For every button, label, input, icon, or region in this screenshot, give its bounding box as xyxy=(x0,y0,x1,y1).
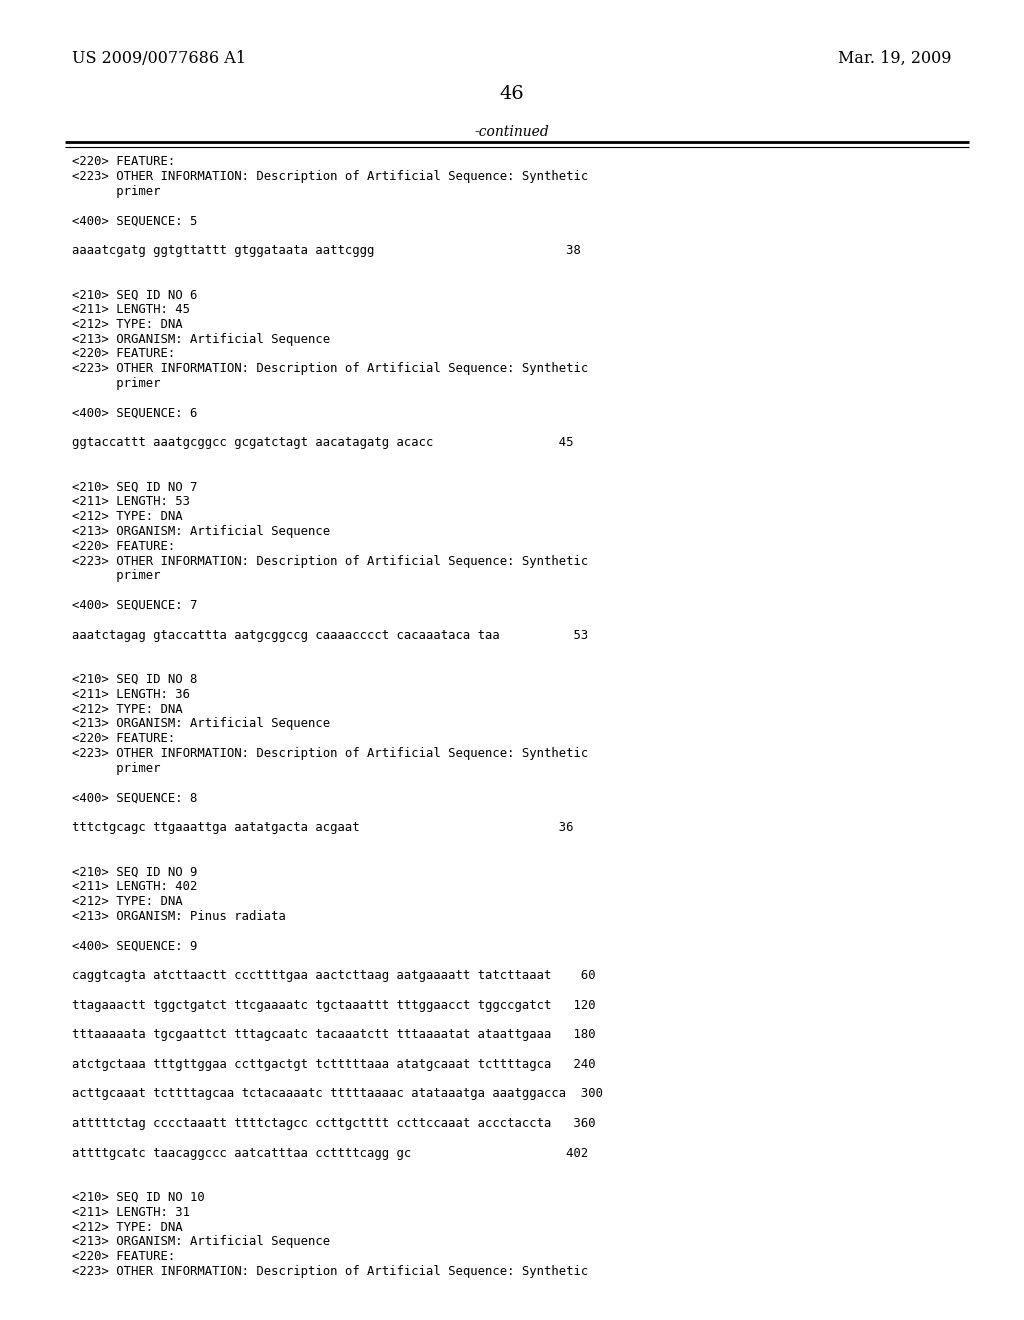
Text: <212> TYPE: DNA: <212> TYPE: DNA xyxy=(72,511,182,523)
Text: <400> SEQUENCE: 9: <400> SEQUENCE: 9 xyxy=(72,940,198,953)
Text: <220> FEATURE:: <220> FEATURE: xyxy=(72,1250,175,1263)
Text: tttctgcagc ttgaaattga aatatgacta acgaat                           36: tttctgcagc ttgaaattga aatatgacta acgaat … xyxy=(72,821,573,834)
Text: <220> FEATURE:: <220> FEATURE: xyxy=(72,347,175,360)
Text: <213> ORGANISM: Artificial Sequence: <213> ORGANISM: Artificial Sequence xyxy=(72,333,330,346)
Text: atttttctag cccctaaatt ttttctagcc ccttgctttt ccttccaaat accctaccta   360: atttttctag cccctaaatt ttttctagcc ccttgct… xyxy=(72,1117,596,1130)
Text: <223> OTHER INFORMATION: Description of Artificial Sequence: Synthetic: <223> OTHER INFORMATION: Description of … xyxy=(72,170,588,182)
Text: 46: 46 xyxy=(500,84,524,103)
Text: atctgctaaa tttgttggaa ccttgactgt tctttttaaa atatgcaaat tcttttagca   240: atctgctaaa tttgttggaa ccttgactgt tcttttt… xyxy=(72,1057,596,1071)
Text: aaaatcgatg ggtgttattt gtggataata aattcggg                          38: aaaatcgatg ggtgttattt gtggataata aattcgg… xyxy=(72,244,581,257)
Text: ggtaccattt aaatgcggcc gcgatctagt aacatagatg acacc                 45: ggtaccattt aaatgcggcc gcgatctagt aacatag… xyxy=(72,436,573,449)
Text: attttgcatc taacaggccc aatcatttaa ccttttcagg gc                     402: attttgcatc taacaggccc aatcatttaa ccttttc… xyxy=(72,1147,588,1159)
Text: <211> LENGTH: 31: <211> LENGTH: 31 xyxy=(72,1205,190,1218)
Text: primer: primer xyxy=(72,569,161,582)
Text: ttagaaactt tggctgatct ttcgaaaatc tgctaaattt tttggaacct tggccgatct   120: ttagaaactt tggctgatct ttcgaaaatc tgctaaa… xyxy=(72,999,596,1011)
Text: primer: primer xyxy=(72,762,161,775)
Text: <223> OTHER INFORMATION: Description of Artificial Sequence: Synthetic: <223> OTHER INFORMATION: Description of … xyxy=(72,554,588,568)
Text: <210> SEQ ID NO 9: <210> SEQ ID NO 9 xyxy=(72,866,198,878)
Text: <212> TYPE: DNA: <212> TYPE: DNA xyxy=(72,702,182,715)
Text: Mar. 19, 2009: Mar. 19, 2009 xyxy=(839,50,952,67)
Text: US 2009/0077686 A1: US 2009/0077686 A1 xyxy=(72,50,246,67)
Text: <400> SEQUENCE: 8: <400> SEQUENCE: 8 xyxy=(72,792,198,804)
Text: <213> ORGANISM: Artificial Sequence: <213> ORGANISM: Artificial Sequence xyxy=(72,717,330,730)
Text: <400> SEQUENCE: 7: <400> SEQUENCE: 7 xyxy=(72,599,198,612)
Text: <211> LENGTH: 402: <211> LENGTH: 402 xyxy=(72,880,198,894)
Text: <223> OTHER INFORMATION: Description of Artificial Sequence: Synthetic: <223> OTHER INFORMATION: Description of … xyxy=(72,747,588,760)
Text: <210> SEQ ID NO 8: <210> SEQ ID NO 8 xyxy=(72,673,198,686)
Text: <212> TYPE: DNA: <212> TYPE: DNA xyxy=(72,318,182,331)
Text: <212> TYPE: DNA: <212> TYPE: DNA xyxy=(72,895,182,908)
Text: -continued: -continued xyxy=(475,125,549,139)
Text: <220> FEATURE:: <220> FEATURE: xyxy=(72,733,175,746)
Text: <223> OTHER INFORMATION: Description of Artificial Sequence: Synthetic: <223> OTHER INFORMATION: Description of … xyxy=(72,362,588,375)
Text: <220> FEATURE:: <220> FEATURE: xyxy=(72,540,175,553)
Text: <211> LENGTH: 36: <211> LENGTH: 36 xyxy=(72,688,190,701)
Text: <212> TYPE: DNA: <212> TYPE: DNA xyxy=(72,1221,182,1234)
Text: <210> SEQ ID NO 6: <210> SEQ ID NO 6 xyxy=(72,288,198,301)
Text: <400> SEQUENCE: 6: <400> SEQUENCE: 6 xyxy=(72,407,198,420)
Text: aaatctagag gtaccattta aatgcggccg caaaacccct cacaaataca taa          53: aaatctagag gtaccattta aatgcggccg caaaacc… xyxy=(72,628,588,642)
Text: <213> ORGANISM: Pinus radiata: <213> ORGANISM: Pinus radiata xyxy=(72,909,286,923)
Text: <210> SEQ ID NO 10: <210> SEQ ID NO 10 xyxy=(72,1191,205,1204)
Text: <213> ORGANISM: Artificial Sequence: <213> ORGANISM: Artificial Sequence xyxy=(72,1236,330,1249)
Text: <400> SEQUENCE: 5: <400> SEQUENCE: 5 xyxy=(72,214,198,227)
Text: tttaaaaata tgcgaattct tttagcaatc tacaaatctt tttaaaatat ataattgaaa   180: tttaaaaata tgcgaattct tttagcaatc tacaaat… xyxy=(72,1028,596,1041)
Text: primer: primer xyxy=(72,378,161,389)
Text: <213> ORGANISM: Artificial Sequence: <213> ORGANISM: Artificial Sequence xyxy=(72,525,330,539)
Text: acttgcaaat tcttttagcaa tctacaaaatc tttttaaaac atataaatga aaatggacca  300: acttgcaaat tcttttagcaa tctacaaaatc ttttt… xyxy=(72,1088,603,1101)
Text: <223> OTHER INFORMATION: Description of Artificial Sequence: Synthetic: <223> OTHER INFORMATION: Description of … xyxy=(72,1265,588,1278)
Text: <211> LENGTH: 45: <211> LENGTH: 45 xyxy=(72,304,190,315)
Text: <210> SEQ ID NO 7: <210> SEQ ID NO 7 xyxy=(72,480,198,494)
Text: caggtcagta atcttaactt cccttttgaa aactcttaag aatgaaaatt tatcttaaat    60: caggtcagta atcttaactt cccttttgaa aactctt… xyxy=(72,969,596,982)
Text: <220> FEATURE:: <220> FEATURE: xyxy=(72,154,175,168)
Text: <211> LENGTH: 53: <211> LENGTH: 53 xyxy=(72,495,190,508)
Text: primer: primer xyxy=(72,185,161,198)
